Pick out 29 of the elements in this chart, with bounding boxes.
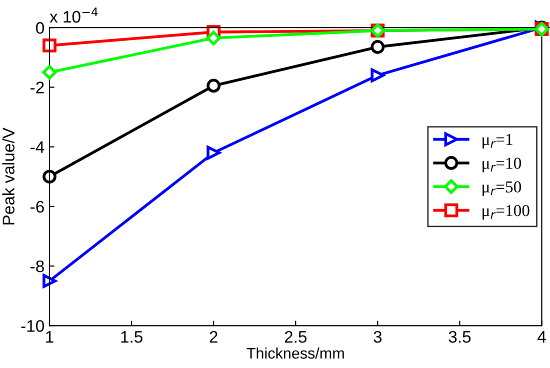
x-tick-label: 4 [538,331,546,343]
point [42,170,56,184]
point [42,65,57,80]
point [206,146,221,160]
y-tick-label: -2 [30,82,44,94]
x-tick-label: 2.5 [284,330,307,343]
point [42,274,56,288]
y-axis-title: Peak value/V [2,128,14,224]
x-tick-label: 2 [210,330,218,343]
legend-label: μ$_{r}$=50 [482,181,522,196]
x-tick-label: 3 [374,330,382,343]
legend-label: μ$_{r}$=10 [482,158,522,172]
x-tick-label: 1.5 [121,331,142,343]
point [206,78,221,93]
point [370,68,385,82]
text: x 10$^{−4}$ [50,8,98,23]
point [370,40,385,54]
y-tick-label: -8 [30,260,44,272]
y-tick-label: -6 [30,200,44,213]
x-tick-label: 3.5 [448,330,471,343]
legend-label: μ$_{r}$=100 [482,204,530,220]
legend-label: μ$_{r}$=1 [482,134,512,149]
point [206,30,221,46]
point [42,38,56,52]
x-axis-title: Thickness/mm [246,347,344,359]
y-tick-label: -10 [21,320,44,332]
x-tick-label: 1 [46,331,54,343]
y-tick-label: -4 [30,141,44,153]
y-tick-label: 0 [36,22,44,34]
